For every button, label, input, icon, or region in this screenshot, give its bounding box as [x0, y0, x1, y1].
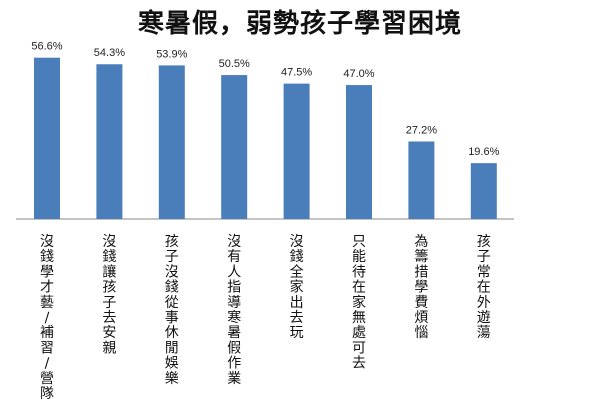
- bar: [96, 64, 123, 220]
- data-label: 53.9%: [156, 48, 187, 60]
- category-label: 沒錢全家出去玩: [290, 233, 304, 341]
- data-label: 27.2%: [406, 124, 437, 136]
- data-label: 47.5%: [281, 67, 312, 79]
- data-label: 47.0%: [343, 68, 374, 80]
- category-label: 孩子常在外遊蕩: [477, 234, 491, 341]
- bar: [158, 65, 185, 219]
- bar: [283, 83, 310, 219]
- category-label: 沒錢讓孩子去安親: [102, 233, 116, 356]
- category-label: 為籌措學費煩惱: [414, 234, 428, 341]
- data-label: 50.5%: [219, 58, 250, 70]
- bar: [221, 75, 248, 219]
- bar: [470, 163, 497, 219]
- category-label: 孩子沒錢從事休閒娛樂: [165, 234, 179, 387]
- bar: [346, 85, 372, 219]
- data-label: 56.6%: [31, 41, 62, 53]
- bar: [34, 57, 60, 219]
- data-label: 19.6%: [468, 146, 499, 158]
- bar: [408, 141, 435, 219]
- category-label: 沒有人指導寒暑假作業: [227, 233, 241, 387]
- data-label: 54.3%: [94, 47, 125, 59]
- category-label: 只能待在家無處可去: [352, 234, 366, 372]
- chart-title: 寒暑假，弱勢孩子學習困境: [137, 9, 462, 39]
- category-label: 沒錢學才藝∕補習∕營隊: [40, 233, 54, 402]
